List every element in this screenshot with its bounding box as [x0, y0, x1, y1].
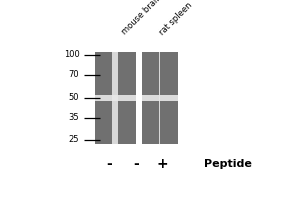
- Text: 100: 100: [64, 50, 79, 59]
- Text: -: -: [134, 157, 139, 171]
- Bar: [142, 52, 159, 144]
- Bar: [112, 52, 118, 144]
- Bar: [160, 52, 178, 144]
- Text: rat spleen: rat spleen: [157, 0, 194, 37]
- Text: 25: 25: [69, 135, 79, 144]
- Bar: [142, 95, 178, 101]
- Text: 35: 35: [69, 113, 79, 122]
- Bar: [95, 52, 112, 144]
- Text: mouse brain: mouse brain: [120, 0, 164, 37]
- Text: Peptide: Peptide: [204, 159, 252, 169]
- Text: -: -: [107, 157, 112, 171]
- Bar: [136, 52, 142, 144]
- Bar: [118, 52, 136, 144]
- Bar: [159, 52, 160, 144]
- Text: +: +: [156, 157, 168, 171]
- Bar: [95, 95, 136, 101]
- Text: 70: 70: [69, 70, 79, 79]
- Text: 50: 50: [69, 93, 79, 102]
